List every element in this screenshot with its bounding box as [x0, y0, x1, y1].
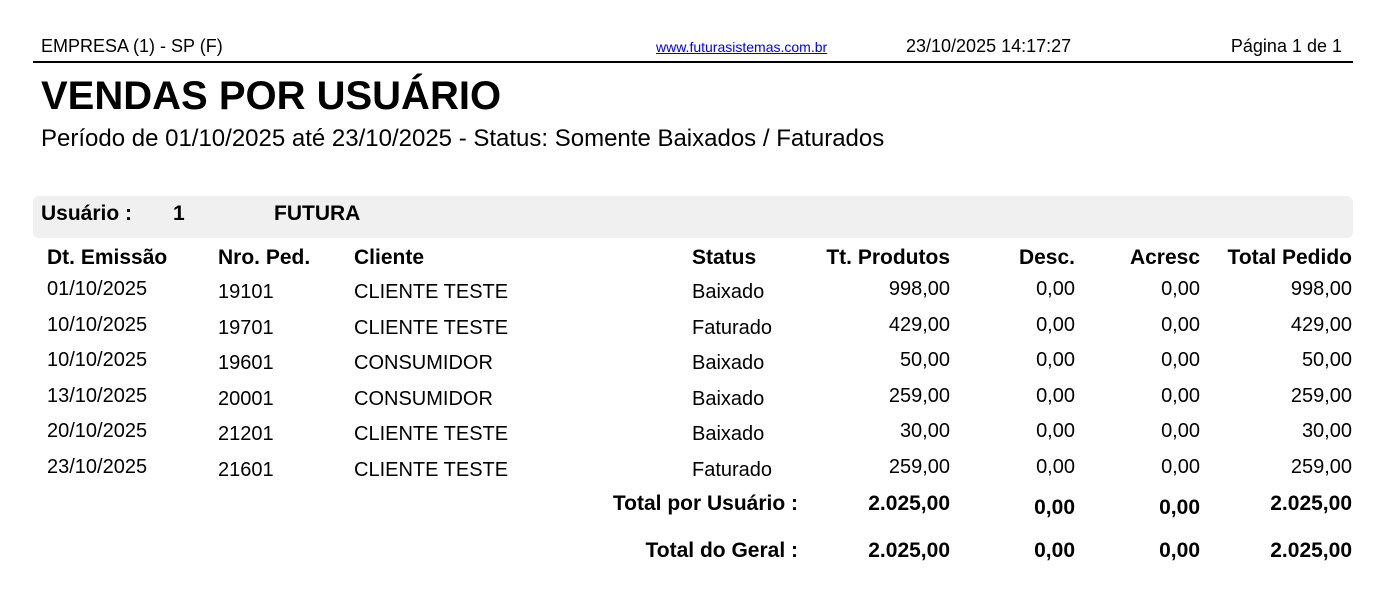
tt-produtos-cell: 259,00: [888, 384, 950, 407]
report-title: VENDAS POR USUÁRIO: [41, 74, 502, 118]
col-cliente-header: Cliente: [354, 246, 425, 269]
website-link[interactable]: www.futurasistemas.com.br: [656, 39, 828, 55]
col-total-pedido-header: Total Pedido: [1227, 246, 1352, 269]
acresc-cell: 0,00: [1161, 313, 1200, 336]
cliente-cell: CLIENTE TESTE: [354, 316, 509, 339]
acresc-cell: 0,00: [1161, 278, 1200, 300]
total-pedido-cell: 50,00: [1301, 349, 1352, 371]
tt-produtos-cell: 998,00: [888, 278, 950, 300]
company-name: EMPRESA (1) - SP (F): [41, 36, 223, 56]
total-user-label: Total por Usuário :: [612, 492, 798, 515]
col-nro-ped-header: Nro. Ped.: [218, 246, 311, 269]
desc-cell: 0,00: [1036, 278, 1075, 300]
desc-cell: 0,00: [1036, 349, 1075, 371]
total-pedido-cell: 429,00: [1290, 313, 1352, 336]
header-divider: [33, 61, 1353, 63]
total-general-desc: 0,00: [1034, 539, 1075, 562]
col-desc-header: Desc.: [1018, 246, 1075, 269]
report-subtitle: Período de 01/10/2025 até 23/10/2025 - S…: [41, 125, 885, 152]
acresc-cell: 0,00: [1161, 349, 1200, 371]
user-label: Usuário :: [41, 202, 133, 225]
user-name: FUTURA: [274, 202, 361, 225]
status-cell: Baixado: [692, 387, 765, 410]
report-datetime: 23/10/2025 14:17:27: [906, 36, 1072, 56]
dt-emissao-cell: 23/10/2025: [47, 455, 148, 478]
col-acresc-header: Acresc: [1129, 246, 1200, 269]
acresc-cell: 0,00: [1161, 420, 1200, 442]
total-pedido-cell: 259,00: [1290, 384, 1352, 407]
cliente-cell: CLIENTE TESTE: [354, 423, 509, 445]
desc-cell: 0,00: [1036, 420, 1075, 442]
nro-ped-cell: 19101: [218, 281, 274, 303]
cliente-cell: CLIENTE TESTE: [354, 458, 509, 481]
col-dt-emissao-header: Dt. Emissão: [47, 246, 168, 269]
cliente-cell: CONSUMIDOR: [354, 352, 493, 374]
acresc-cell: 0,00: [1161, 455, 1200, 478]
nro-ped-cell: 19601: [218, 352, 274, 374]
tt-produtos-cell: 30,00: [899, 420, 950, 442]
status-cell: Baixado: [692, 423, 765, 445]
total-general-total-pedido: 2.025,00: [1270, 539, 1352, 562]
col-status-header: Status: [692, 246, 757, 269]
status-cell: Faturado: [692, 316, 773, 339]
user-group-header: Usuário : 1 FUTURA: [33, 196, 1353, 238]
dt-emissao-cell: 10/10/2025: [47, 313, 148, 336]
tt-produtos-cell: 259,00: [888, 455, 950, 478]
tt-produtos-cell: 50,00: [899, 349, 950, 371]
status-cell: Baixado: [692, 352, 765, 374]
dt-emissao-cell: 10/10/2025: [47, 349, 148, 371]
acresc-cell: 0,00: [1161, 384, 1200, 407]
nro-ped-cell: 21601: [218, 458, 274, 481]
dt-emissao-cell: 01/10/2025: [47, 278, 148, 300]
dt-emissao-cell: 13/10/2025: [47, 384, 148, 407]
page-number: Página 1 de 1: [1230, 36, 1342, 56]
desc-cell: 0,00: [1036, 313, 1075, 336]
nro-ped-cell: 21201: [218, 423, 274, 445]
total-user-acresc: 0,00: [1159, 496, 1200, 519]
total-user-tt-produtos: 2.025,00: [868, 492, 950, 515]
cliente-cell: CONSUMIDOR: [354, 387, 493, 410]
nro-ped-cell: 19701: [218, 316, 274, 339]
status-cell: Faturado: [692, 458, 773, 481]
total-pedido-cell: 30,00: [1301, 420, 1352, 442]
total-user-desc: 0,00: [1034, 496, 1075, 519]
cliente-cell: CLIENTE TESTE: [354, 281, 509, 303]
total-user-total-pedido: 2.025,00: [1270, 492, 1352, 515]
tt-produtos-cell: 429,00: [888, 313, 950, 336]
total-general-acresc: 0,00: [1159, 539, 1200, 562]
total-pedido-cell: 259,00: [1290, 455, 1352, 478]
status-cell: Baixado: [692, 281, 765, 303]
user-id: 1: [173, 202, 185, 225]
col-tt-produtos-header: Tt. Produtos: [826, 246, 950, 269]
total-general-label: Total do Geral :: [645, 539, 798, 562]
nro-ped-cell: 20001: [218, 387, 274, 410]
total-general-tt-produtos: 2.025,00: [868, 539, 950, 562]
dt-emissao-cell: 20/10/2025: [47, 420, 148, 442]
desc-cell: 0,00: [1036, 384, 1075, 407]
total-pedido-cell: 998,00: [1290, 278, 1352, 300]
desc-cell: 0,00: [1036, 455, 1075, 478]
